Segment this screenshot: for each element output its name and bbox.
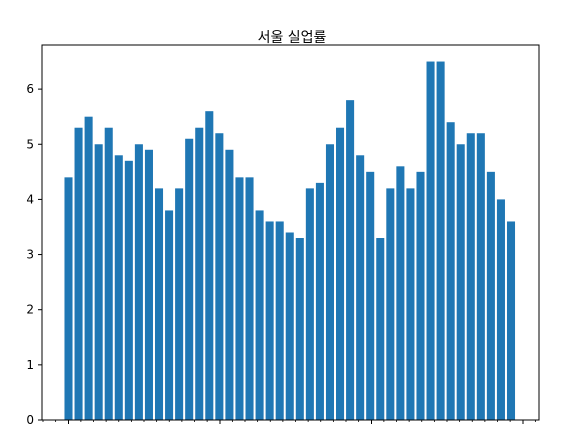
bar bbox=[175, 188, 184, 420]
bar bbox=[114, 155, 123, 421]
bar bbox=[104, 127, 113, 420]
bar bbox=[245, 177, 254, 420]
bar bbox=[406, 188, 415, 420]
y-tick-label: 6 bbox=[26, 82, 34, 96]
bar bbox=[486, 171, 495, 420]
bar bbox=[466, 133, 475, 421]
bar bbox=[295, 238, 304, 420]
bar bbox=[134, 144, 143, 420]
bar bbox=[446, 122, 455, 421]
bar bbox=[496, 199, 505, 420]
bar bbox=[144, 149, 153, 420]
bar bbox=[356, 155, 365, 421]
bar bbox=[476, 133, 485, 421]
bar bbox=[336, 127, 345, 420]
bar bbox=[305, 188, 314, 420]
bar bbox=[456, 144, 465, 420]
bar bbox=[315, 182, 324, 420]
bar bbox=[416, 171, 425, 420]
bar bbox=[205, 111, 214, 421]
y-tick-label: 3 bbox=[26, 248, 34, 262]
bar bbox=[436, 61, 445, 420]
bar bbox=[64, 177, 73, 420]
bar bbox=[325, 144, 334, 420]
bar bbox=[396, 166, 405, 420]
bar bbox=[265, 221, 274, 420]
bar bbox=[506, 221, 516, 420]
bar bbox=[124, 160, 133, 420]
bar bbox=[386, 188, 395, 420]
y-tick-label: 4 bbox=[26, 192, 34, 206]
bar bbox=[215, 133, 224, 421]
bar bbox=[426, 61, 435, 420]
bar bbox=[154, 188, 164, 420]
bar bbox=[285, 232, 294, 420]
chart-title: 서울 실업률 bbox=[258, 30, 327, 46]
bar-series bbox=[64, 61, 516, 421]
bar bbox=[275, 221, 284, 420]
bar bbox=[185, 138, 194, 420]
bar bbox=[235, 177, 244, 420]
y-tick-label: 1 bbox=[26, 358, 34, 372]
bar bbox=[94, 144, 103, 420]
y-tick-label: 0 bbox=[26, 413, 34, 426]
bar bbox=[366, 171, 375, 420]
y-axis: 0 1 2 3 4 5 6 bbox=[26, 82, 42, 426]
y-tick-label: 5 bbox=[26, 137, 34, 151]
bar bbox=[84, 116, 93, 420]
bar bbox=[74, 127, 83, 420]
plot-frame bbox=[41, 44, 540, 421]
bar bbox=[346, 100, 355, 421]
bar bbox=[225, 149, 234, 420]
bar bbox=[195, 127, 204, 420]
bar bbox=[255, 210, 264, 420]
y-tick-label: 2 bbox=[26, 303, 34, 317]
bar bbox=[376, 238, 385, 420]
bar bbox=[165, 210, 174, 420]
